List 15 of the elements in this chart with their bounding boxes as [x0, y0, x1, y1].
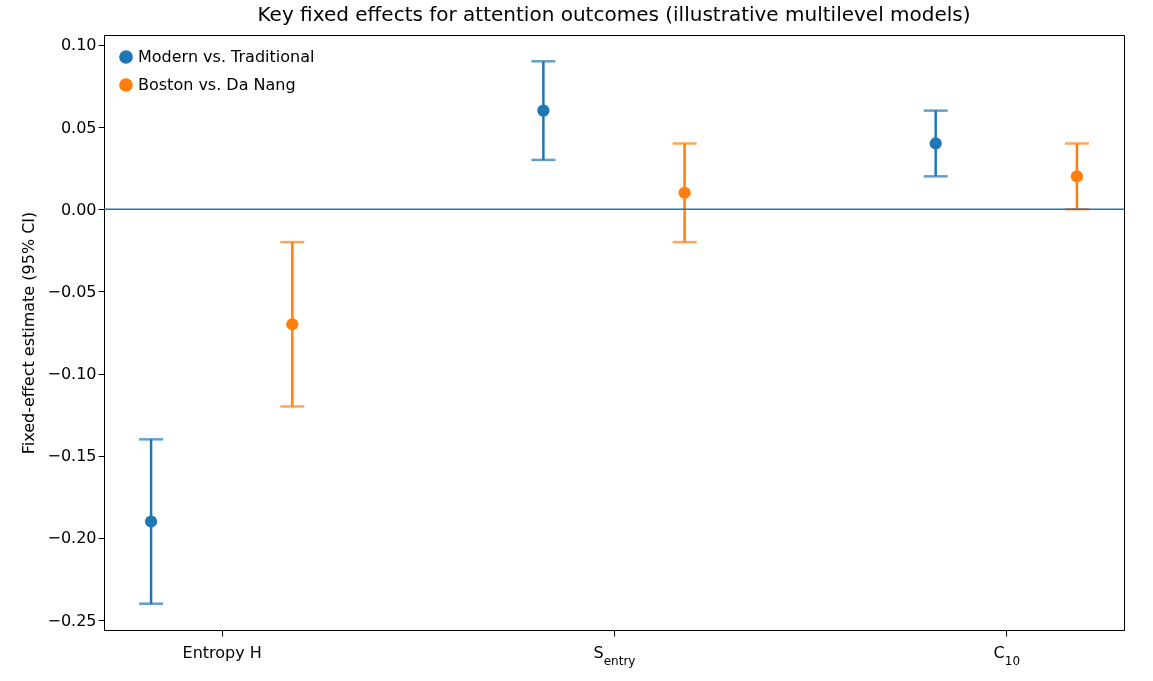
x-tick-label: S$_{entry}$	[593, 642, 636, 668]
x-tick-label: Entropy H	[182, 642, 262, 662]
y-tick-label: −0.20	[47, 528, 97, 548]
y-tick-label: 0.00	[60, 199, 97, 219]
y-tick-label: −0.05	[47, 281, 97, 301]
x-tick-label: C$_{10}$	[993, 642, 1021, 668]
chart-title: Key fixed effects for attention outcomes (illustrative multilevel models)	[257, 2, 971, 26]
y-tick-label: 0.05	[60, 117, 97, 137]
legend-label: Boston vs. Da Nang	[138, 75, 296, 94]
y-tick-label: 0.10	[60, 35, 97, 55]
legend-label: Modern vs. Traditional	[138, 47, 315, 66]
y-axis-title: Fixed-effect estimate (95% CI)	[19, 211, 39, 455]
y-tick-label: −0.25	[47, 610, 97, 630]
y-tick-label: −0.15	[47, 446, 97, 466]
y-tick-label: −0.10	[47, 364, 97, 384]
